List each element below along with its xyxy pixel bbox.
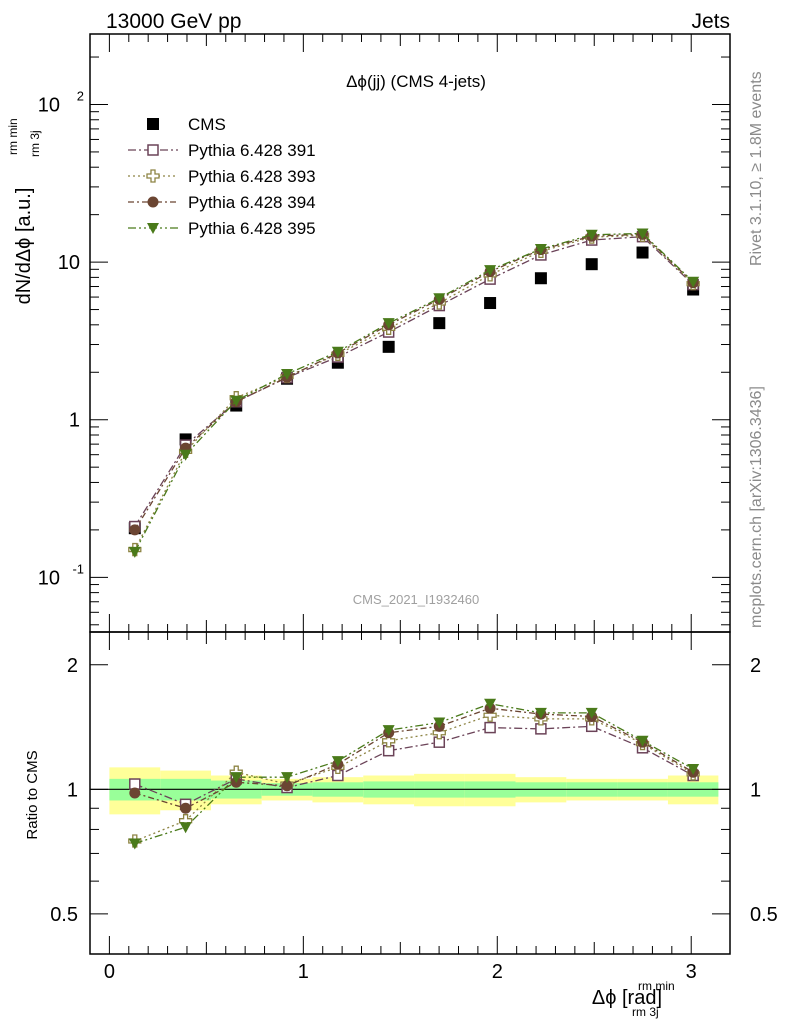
ratio-y-tick-label: 2 [67, 655, 78, 677]
legend: CMS Pythia 6.428 391 Pythia 6.428 393 Pythi… [128, 115, 316, 238]
x-axis-label-sup: rm min [638, 979, 675, 993]
ratio-series-line-0 [134, 725, 694, 806]
ratio-uncertainty-bands [109, 767, 719, 815]
ratio-series-point-3 [636, 735, 649, 747]
y-axis-label: dN/dΔϕ [a.u.] [13, 188, 35, 305]
ratio-y-tick-label-right: 0.5 [750, 904, 778, 926]
ratio-series-point-0 [484, 721, 496, 734]
main-series-point-4 [179, 449, 192, 461]
header-collision: 13000 GeV pp [106, 10, 241, 33]
ratio-y-tick-label-right: 2 [750, 655, 761, 677]
legend-marker-4 [147, 223, 159, 234]
main-series [128, 228, 700, 558]
main-series-line-2 [134, 234, 694, 550]
y-axis-label-sup: rm min [6, 118, 20, 155]
main-series-point-4 [484, 265, 497, 277]
y-axis-label-sub: rm 3j [28, 130, 42, 157]
main-series-point-0 [433, 317, 446, 330]
x-tick-label: 2 [492, 961, 503, 983]
ratio-y-tick-label: 1 [67, 779, 78, 801]
main-plot-frame [89, 33, 731, 633]
y-tick-label: 10 [38, 94, 60, 116]
ratio-y-tick-label-right: 1 [750, 779, 761, 801]
ratio-series-point-3 [534, 707, 547, 719]
ratio-series-point-3 [382, 725, 395, 737]
ratio-series-point-2 [180, 802, 192, 814]
ratio-plot-frame [89, 631, 731, 955]
main-series-line-3 [134, 233, 694, 531]
main-series-point-0 [636, 246, 649, 259]
legend-marker-0 [147, 118, 159, 130]
legend-label-1: Pythia 6.428 391 [188, 141, 316, 160]
main-series-point-4 [433, 293, 446, 305]
ratio-y-axis-label: Ratio to CMS [24, 750, 41, 839]
rivet-version-label: Rivet 3.1.10, ≥ 1.8M events [748, 71, 765, 266]
main-series-point-4 [128, 546, 141, 558]
ratio-series-point-3 [179, 822, 192, 834]
main-series-point-4 [687, 276, 700, 288]
ratio-series-point-3 [230, 772, 243, 784]
main-series-point-0 [534, 272, 547, 285]
legend-label-2: Pythia 6.428 393 [188, 167, 316, 186]
ratio-series-point-3 [331, 756, 344, 768]
main-series-point-4 [636, 228, 649, 240]
main-series-point-4 [382, 318, 395, 330]
main-series-point-4 [281, 369, 294, 381]
main-series-point-4 [230, 395, 243, 407]
header-category: Jets [691, 10, 730, 33]
svg-text:dN/dΔϕ [a.u.]: dN/dΔϕ [a.u.] [13, 188, 35, 305]
ratio-series-point-3 [281, 772, 294, 784]
ratio-series-point-1 [382, 734, 396, 748]
y-tick-label: 10 [38, 567, 60, 589]
ratio-series-point-2 [281, 780, 293, 792]
ratio-series-point-3 [484, 698, 497, 710]
main-series-point-0 [484, 297, 497, 310]
ratio-series-line-2 [134, 707, 694, 809]
ratio-series [128, 698, 700, 850]
main-series-point-0 [382, 340, 395, 353]
legend-marker-3 [147, 196, 159, 208]
main-series-point-4 [534, 244, 547, 256]
ratio-series-point-3 [687, 763, 700, 775]
main-series-point-4 [331, 346, 344, 358]
y-axis-label-scripts: rm min rm 3j [6, 118, 42, 157]
ratio-series-point-3 [433, 717, 446, 729]
ratio-y-tick-label: 0.5 [50, 904, 78, 926]
main-series-line-1 [134, 235, 694, 527]
legend-marker-2 [146, 169, 160, 183]
legend-label-0: CMS [188, 115, 226, 134]
y-tick-label: 1 [69, 410, 80, 432]
y-tick-label: 10 [58, 252, 80, 274]
legend-marker-1 [147, 144, 159, 156]
main-series-line-4 [134, 232, 694, 553]
y-axis-label-text: dN/dΔϕ [a.u.] [13, 188, 35, 305]
ratio-series-point-2 [129, 787, 141, 799]
legend-label-3: Pythia 6.428 394 [188, 193, 316, 212]
y-tick-exponent: 2 [77, 88, 84, 103]
ratio-series-point-3 [128, 838, 141, 850]
mcplots-source-label: mcplots.cern.ch [arXiv:1306.3436] [748, 386, 765, 628]
x-tick-label: 0 [104, 961, 115, 983]
x-axis-label: Δϕ [rad] [592, 987, 662, 1009]
x-tick-label: 3 [686, 961, 697, 983]
ratio-series-point-3 [585, 707, 598, 719]
y-tick-exponent: -1 [72, 561, 84, 576]
chart-title: Δϕ(jj) (CMS 4-jets) [346, 72, 486, 91]
main-series-point-4 [585, 229, 598, 241]
x-tick-label: 1 [298, 961, 309, 983]
main-series-point-3 [129, 524, 141, 536]
main-series-point-0 [585, 258, 598, 271]
x-axis-label-sub: rm 3j [632, 1005, 659, 1019]
ratio-series-line-3 [134, 703, 694, 845]
legend-label-4: Pythia 6.428 395 [188, 219, 316, 238]
analysis-watermark: CMS_2021_I1932460 [353, 592, 480, 607]
